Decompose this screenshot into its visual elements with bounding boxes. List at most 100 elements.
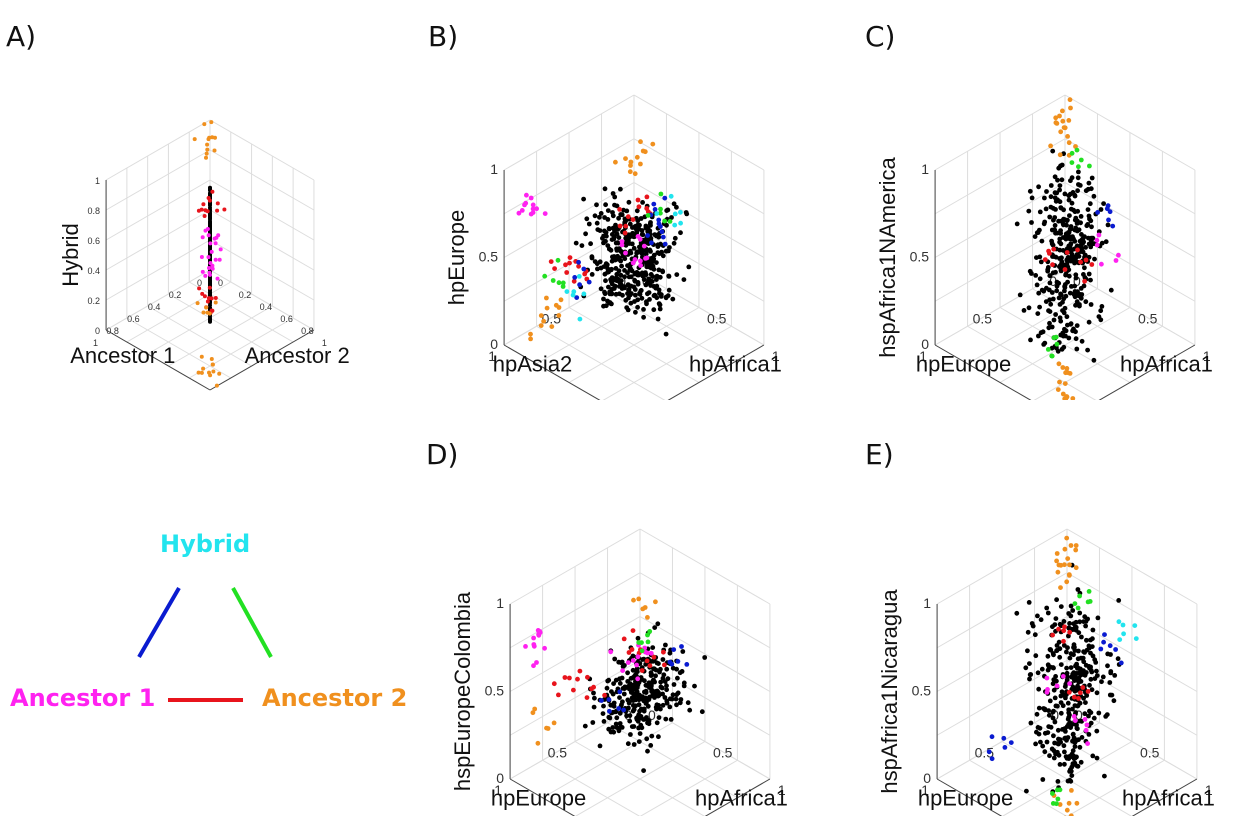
- point-black: [1040, 239, 1045, 244]
- point-black: [1076, 630, 1081, 635]
- point-black: [670, 297, 675, 302]
- point-black: [659, 292, 664, 297]
- point-orange: [210, 357, 214, 361]
- point-black: [649, 672, 654, 677]
- point-black: [1053, 223, 1058, 228]
- point-orange: [628, 169, 633, 174]
- panel-e-plot: 00.5100.5100.51hspAfrica1NicaraguahpEuro…: [845, 430, 1250, 816]
- point-black: [1051, 709, 1056, 714]
- point-cyan: [1121, 631, 1126, 636]
- point-cyan: [678, 210, 683, 215]
- x-tick-label: 0.5: [542, 311, 562, 327]
- point-red: [645, 659, 650, 664]
- point-black: [1052, 215, 1057, 220]
- point-black: [1101, 675, 1106, 680]
- point-black: [1108, 669, 1113, 674]
- point-red: [1080, 685, 1085, 690]
- point-black: [1061, 345, 1066, 350]
- point-cyan: [669, 194, 674, 199]
- point-black: [1092, 716, 1097, 721]
- point-magenta: [542, 646, 547, 651]
- point-black: [684, 210, 689, 215]
- point-blue: [1095, 210, 1100, 215]
- point-black: [1112, 698, 1117, 703]
- point-orange: [539, 323, 544, 328]
- point-black: [678, 230, 683, 235]
- point-black: [1047, 215, 1052, 220]
- point-black: [1106, 223, 1111, 228]
- point-magenta: [523, 644, 528, 649]
- point-red: [1056, 627, 1061, 632]
- point-black: [605, 686, 610, 691]
- y-tick-label: 0.6: [280, 314, 293, 324]
- point-black: [1035, 230, 1040, 235]
- point-green: [659, 192, 664, 197]
- point-black: [669, 717, 674, 722]
- point-orange: [638, 162, 643, 167]
- point-black: [651, 678, 656, 683]
- point-blue: [607, 709, 612, 714]
- point-black: [1066, 717, 1071, 722]
- point-red: [623, 231, 628, 236]
- point-blue: [617, 689, 622, 694]
- point-black: [1055, 280, 1060, 285]
- point-black: [1059, 662, 1064, 667]
- point-black: [639, 216, 644, 221]
- point-black: [1048, 302, 1053, 307]
- point-black: [634, 716, 639, 721]
- point-black: [614, 266, 619, 271]
- point-black: [1095, 690, 1100, 695]
- point-black: [1094, 669, 1099, 674]
- point-black: [644, 299, 649, 304]
- point-black: [599, 286, 604, 291]
- point-black: [1109, 288, 1114, 293]
- y-tick-label: 0.5: [707, 311, 727, 327]
- x-tick-label: 0.5: [548, 745, 568, 761]
- point-black: [661, 672, 666, 677]
- point-black: [1067, 713, 1072, 718]
- grid-line: [106, 240, 210, 300]
- point-black: [631, 709, 636, 714]
- point-black: [628, 265, 633, 270]
- point-black: [1071, 748, 1076, 753]
- point-green: [640, 648, 645, 653]
- point-black: [618, 721, 623, 726]
- point-red: [1062, 624, 1067, 629]
- point-black: [632, 742, 637, 747]
- point-black: [1065, 259, 1070, 264]
- point-orange: [545, 306, 550, 311]
- point-green: [646, 640, 651, 645]
- grid-line: [106, 150, 210, 210]
- point-black: [1048, 309, 1053, 314]
- point-black: [658, 680, 663, 685]
- point-magenta: [1072, 714, 1077, 719]
- point-black: [615, 232, 620, 237]
- point-black: [1063, 282, 1068, 287]
- point-red: [622, 637, 627, 642]
- point-black: [1055, 648, 1060, 653]
- point-black: [637, 223, 642, 228]
- point-blue: [651, 202, 656, 207]
- point-black: [616, 216, 621, 221]
- point-orange: [640, 607, 645, 612]
- point-magenta: [201, 270, 205, 274]
- point-black: [604, 230, 609, 235]
- point-black: [1072, 261, 1077, 266]
- point-black: [1071, 761, 1076, 766]
- point-black: [1051, 651, 1056, 656]
- point-black: [1055, 750, 1060, 755]
- point-black: [1075, 220, 1080, 225]
- point-black: [1053, 720, 1058, 725]
- point-red: [648, 663, 653, 668]
- point-red: [549, 259, 554, 264]
- point-black: [1054, 191, 1059, 196]
- point-black: [1080, 735, 1085, 740]
- point-black: [1102, 774, 1107, 779]
- point-black: [1056, 728, 1061, 733]
- y-axis-label: hpAfrica1: [1122, 785, 1215, 810]
- point-black: [1086, 207, 1091, 212]
- point-black: [590, 720, 595, 725]
- point-black: [1089, 677, 1094, 682]
